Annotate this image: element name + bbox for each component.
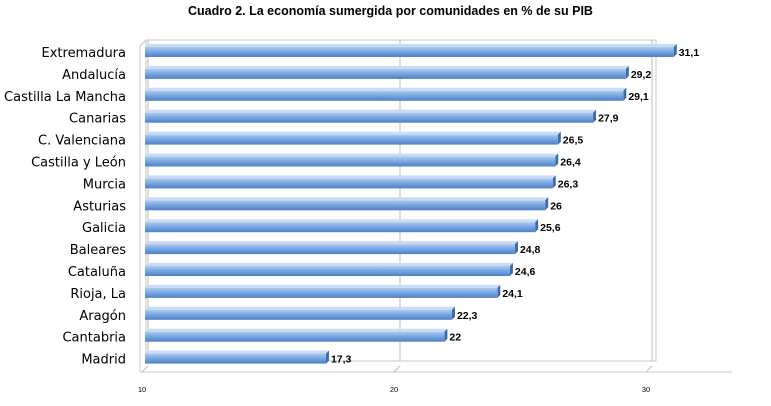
bar-top-face — [145, 44, 677, 47]
category-label: Cataluña — [68, 265, 126, 280]
bar-top-face — [145, 219, 539, 223]
bar-top-face — [145, 65, 629, 69]
category-label: Andalucía — [62, 68, 126, 83]
gridline-floor-10 — [141, 365, 149, 373]
bar-top-face — [145, 263, 513, 266]
bar — [145, 68, 626, 79]
data-label: 22 — [449, 332, 461, 344]
category-label: Aragón — [79, 309, 126, 324]
bar — [145, 47, 674, 57]
bar — [145, 244, 515, 255]
category-label: Rioja, La — [70, 287, 126, 302]
bar-end-cap — [497, 284, 501, 298]
chart-title: Cuadro 2. La economía sumergida por comu… — [188, 4, 593, 18]
bar-end-cap — [623, 87, 627, 101]
data-label: 29,2 — [631, 69, 652, 81]
bar — [145, 287, 498, 298]
bar-end-cap — [535, 219, 539, 233]
bar — [145, 222, 536, 233]
category-label: Cantabria — [62, 331, 126, 346]
bar — [145, 353, 326, 364]
bar-end-cap — [514, 241, 518, 255]
bar-top-face — [145, 197, 549, 201]
bar-top-face — [145, 284, 501, 288]
labels: 10 20 30 Extremadura 31,1 Andalucía 29,2 Castil… — [4, 46, 699, 394]
data-label: 17,3 — [331, 354, 352, 366]
data-label: 24,1 — [502, 288, 523, 300]
bar-end-cap — [545, 197, 549, 211]
bar — [145, 309, 452, 320]
gridline-floor-30 — [645, 365, 653, 373]
bar-top-face — [145, 328, 448, 332]
bar-top-face — [145, 241, 518, 245]
data-label: 27,9 — [598, 113, 619, 125]
bar-end-cap — [593, 109, 597, 123]
data-label: 29,1 — [628, 91, 649, 103]
category-label: Castilla y León — [31, 156, 126, 171]
category-label: Madrid — [81, 353, 126, 368]
category-label: Galicia — [82, 221, 126, 236]
bar-end-cap — [444, 328, 448, 342]
category-label: Extremadura — [42, 46, 127, 61]
category-label: Baleares — [70, 243, 127, 258]
category-label: Murcia — [83, 177, 126, 192]
category-label: C. Valenciana — [38, 134, 126, 149]
x-tick-label: 30 — [642, 385, 650, 394]
category-label: Asturias — [73, 199, 126, 214]
bar — [145, 156, 556, 167]
bar-end-cap — [673, 44, 677, 57]
bar — [145, 90, 624, 101]
bar-end-cap — [625, 65, 629, 79]
bar-top-face — [145, 109, 597, 113]
category-label: Castilla La Mancha — [4, 90, 126, 105]
bar-top-face — [145, 175, 556, 179]
bar — [145, 134, 558, 145]
bar-end-cap — [509, 263, 513, 276]
bar-end-cap — [557, 131, 561, 145]
bar-end-cap — [555, 153, 559, 167]
data-label: 24,8 — [520, 244, 541, 256]
category-label: Canarias — [69, 112, 126, 127]
data-label: 22,3 — [457, 310, 478, 322]
data-label: 26 — [550, 200, 562, 212]
plot-corner-edge — [139, 39, 147, 47]
data-label: 25,6 — [540, 222, 561, 234]
x-tick-label: 20 — [390, 385, 398, 394]
bar — [145, 200, 546, 211]
bar-top-face — [145, 131, 561, 135]
bar-top-face — [145, 87, 627, 91]
bar-top-face — [145, 306, 455, 310]
data-label: 31,1 — [679, 47, 700, 59]
bar-end-cap — [451, 306, 455, 320]
x-tick-label: 10 — [138, 385, 146, 394]
bars — [145, 44, 677, 364]
data-label: 26,4 — [560, 157, 581, 169]
bar-end-cap — [325, 350, 329, 364]
data-label: 26,3 — [558, 178, 579, 190]
bar — [145, 331, 445, 342]
gridline-floor-20 — [393, 365, 401, 373]
bar — [145, 266, 510, 276]
data-label: 26,5 — [563, 135, 584, 147]
bar-top-face — [145, 153, 559, 157]
bar-top-face — [145, 350, 329, 354]
bar-end-cap — [552, 175, 556, 189]
bar — [145, 178, 553, 189]
bar — [145, 112, 594, 123]
data-label: 24,6 — [515, 266, 536, 278]
